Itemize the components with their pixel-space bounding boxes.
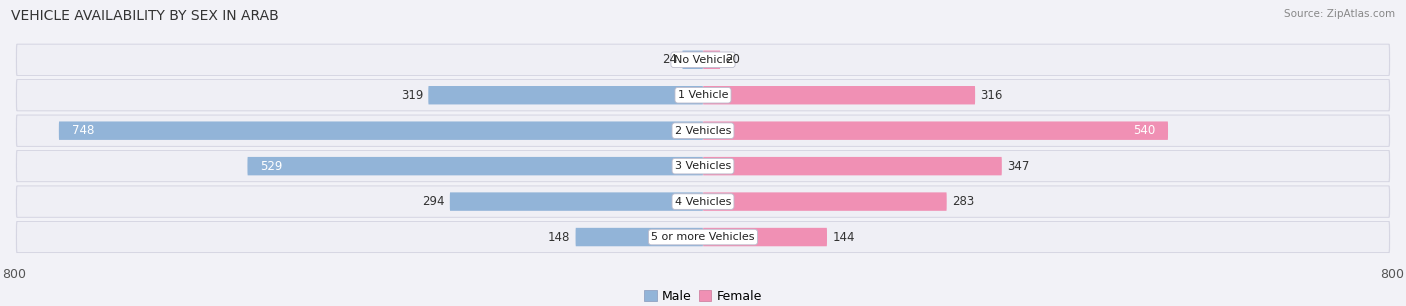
FancyBboxPatch shape — [15, 186, 1391, 218]
FancyBboxPatch shape — [59, 121, 703, 140]
FancyBboxPatch shape — [703, 228, 827, 246]
FancyBboxPatch shape — [703, 121, 1168, 140]
Text: 2 Vehicles: 2 Vehicles — [675, 126, 731, 136]
FancyBboxPatch shape — [17, 80, 1389, 111]
FancyBboxPatch shape — [15, 221, 1391, 253]
FancyBboxPatch shape — [450, 192, 703, 211]
FancyBboxPatch shape — [429, 86, 703, 104]
Text: 3 Vehicles: 3 Vehicles — [675, 161, 731, 171]
FancyBboxPatch shape — [703, 50, 720, 69]
FancyBboxPatch shape — [17, 151, 1389, 182]
Text: 5 or more Vehicles: 5 or more Vehicles — [651, 232, 755, 242]
Text: 24: 24 — [662, 53, 678, 66]
Text: 283: 283 — [952, 195, 974, 208]
Text: VEHICLE AVAILABILITY BY SEX IN ARAB: VEHICLE AVAILABILITY BY SEX IN ARAB — [11, 9, 278, 23]
FancyBboxPatch shape — [15, 115, 1391, 147]
FancyBboxPatch shape — [703, 192, 946, 211]
FancyBboxPatch shape — [703, 157, 1002, 175]
Text: 748: 748 — [72, 124, 94, 137]
FancyBboxPatch shape — [17, 186, 1389, 217]
FancyBboxPatch shape — [15, 79, 1391, 111]
Text: 316: 316 — [980, 89, 1002, 102]
Text: 319: 319 — [401, 89, 423, 102]
FancyBboxPatch shape — [575, 228, 703, 246]
Text: 20: 20 — [725, 53, 741, 66]
Text: 4 Vehicles: 4 Vehicles — [675, 196, 731, 207]
Text: 144: 144 — [832, 230, 855, 244]
FancyBboxPatch shape — [17, 44, 1389, 75]
Text: 529: 529 — [260, 160, 283, 173]
FancyBboxPatch shape — [703, 86, 976, 104]
Text: 1 Vehicle: 1 Vehicle — [678, 90, 728, 100]
Text: 148: 148 — [548, 230, 571, 244]
FancyBboxPatch shape — [247, 157, 703, 175]
FancyBboxPatch shape — [17, 115, 1389, 146]
Text: No Vehicle: No Vehicle — [673, 55, 733, 65]
Text: 347: 347 — [1007, 160, 1029, 173]
Text: 540: 540 — [1133, 124, 1156, 137]
FancyBboxPatch shape — [682, 50, 703, 69]
FancyBboxPatch shape — [17, 222, 1389, 253]
FancyBboxPatch shape — [15, 150, 1391, 182]
Text: Source: ZipAtlas.com: Source: ZipAtlas.com — [1284, 9, 1395, 19]
FancyBboxPatch shape — [15, 44, 1391, 76]
Legend: Male, Female: Male, Female — [644, 290, 762, 303]
Text: 294: 294 — [422, 195, 444, 208]
